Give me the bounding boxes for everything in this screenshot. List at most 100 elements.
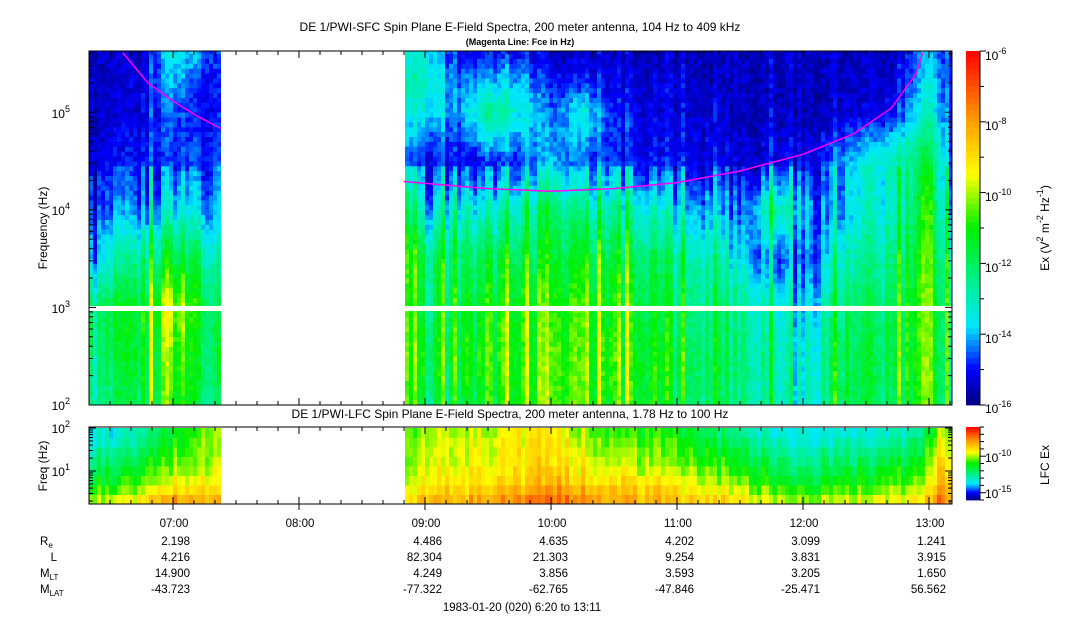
spectrogram-cell xyxy=(205,78,209,84)
spectrogram-cell xyxy=(493,356,497,362)
spectrogram-cell xyxy=(125,53,129,59)
spectrogram-cell xyxy=(149,287,153,294)
spectrogram-cell xyxy=(421,185,425,191)
spectrogram-cell xyxy=(173,151,177,157)
spectrogram-cell xyxy=(405,312,409,318)
spectrogram-cell xyxy=(125,107,129,113)
spectrogram-cell xyxy=(449,126,453,133)
spectrogram-cell xyxy=(517,248,521,255)
spectrogram-cell xyxy=(493,63,497,69)
spectrogram-cell xyxy=(445,78,449,84)
spectrogram-cell xyxy=(457,51,461,54)
spectrogram-cell xyxy=(505,351,509,357)
spectrogram-cell xyxy=(541,356,545,362)
spectrogram-cell xyxy=(217,287,221,294)
spectrogram-cell xyxy=(477,122,481,128)
spectrogram-cell xyxy=(429,58,433,64)
spectrogram-cell xyxy=(157,292,161,299)
spectrogram-cell xyxy=(461,366,465,372)
spectrogram-cell xyxy=(153,170,157,177)
spectrogram-cell xyxy=(413,122,417,128)
spectrogram-cell xyxy=(89,336,93,342)
spectrogram-cell xyxy=(425,68,429,74)
spectrogram-cell xyxy=(541,322,545,328)
spectrogram-cell xyxy=(457,219,461,225)
spectrogram-cell xyxy=(485,400,489,406)
spectrogram-cell xyxy=(469,107,473,113)
spectrogram-cell xyxy=(497,341,501,347)
spectrogram-cell xyxy=(457,63,461,69)
spectrogram-cell xyxy=(485,165,489,172)
spectrogram-cell xyxy=(473,78,477,84)
spectrogram-cell xyxy=(405,395,409,401)
spectrogram-cell xyxy=(525,375,529,381)
spectrogram-cell xyxy=(185,278,189,284)
spectrogram-cell xyxy=(213,214,217,220)
spectrogram-cell xyxy=(185,190,189,196)
spectrogram-cell xyxy=(537,87,541,94)
spectrogram-cell xyxy=(161,331,165,338)
spectrogram-cell xyxy=(421,395,425,401)
spectrogram-cell xyxy=(93,161,97,167)
spectrogram-cell xyxy=(117,370,121,377)
spectrogram-cell xyxy=(413,312,417,318)
spectrogram-cell xyxy=(153,287,157,294)
spectrogram-cell xyxy=(453,356,457,362)
spectrogram-cell xyxy=(453,73,457,79)
spectrogram-cell xyxy=(481,366,485,372)
spectrogram-cell xyxy=(205,253,209,259)
spectrogram-cell xyxy=(449,53,453,59)
spectrogram-cell xyxy=(461,273,465,279)
spectrogram-cell xyxy=(409,156,413,162)
spectrogram-cell xyxy=(113,73,117,79)
spectrogram-cell xyxy=(149,278,153,284)
spectrogram-cell xyxy=(497,312,501,318)
spectrogram-cell xyxy=(93,239,97,245)
spectrogram-cell xyxy=(529,356,533,362)
spectrogram-cell xyxy=(205,151,209,157)
spectrogram-cell xyxy=(505,92,509,98)
spectrogram-cell xyxy=(525,356,529,362)
spectrogram-cell xyxy=(525,268,529,274)
spectrogram-cell xyxy=(501,117,505,123)
spectrogram-cell xyxy=(113,224,117,230)
spectrogram-cell xyxy=(217,195,221,201)
spectrogram-cell xyxy=(105,82,109,89)
spectrogram-cell xyxy=(105,297,109,303)
spectrogram-cell xyxy=(89,73,93,79)
spectrogram-cell xyxy=(441,395,445,401)
spectrogram-cell xyxy=(449,219,453,225)
spectrogram-cell xyxy=(205,322,209,328)
spectrogram-cell xyxy=(533,351,537,357)
spectrogram-cell xyxy=(177,263,181,269)
spectrogram-cell xyxy=(165,122,169,128)
spectrogram-cell xyxy=(461,63,465,69)
spectrogram-cell xyxy=(149,58,153,64)
spectrogram-cell xyxy=(497,273,501,279)
spectrogram-cell xyxy=(185,165,189,172)
spectrogram-cell xyxy=(129,370,133,377)
spectrogram-cell xyxy=(541,195,545,201)
spectrogram-cell xyxy=(441,107,445,113)
spectrogram-cell xyxy=(433,214,437,220)
spectrogram-cell xyxy=(541,273,545,279)
spectrogram-cell xyxy=(441,73,445,79)
spectrogram-cell xyxy=(489,395,493,401)
spectrogram-cell xyxy=(201,112,205,118)
spectrogram-cell xyxy=(449,361,453,367)
spectrogram-cell xyxy=(117,68,121,74)
spectrogram-cell xyxy=(197,170,201,177)
spectrogram-cell xyxy=(421,102,425,108)
spectrogram-cell xyxy=(513,385,517,391)
spectrogram-cell xyxy=(141,395,145,401)
spectrogram-cell xyxy=(117,180,121,186)
spectrogram-cell xyxy=(437,53,441,59)
spectrogram-cell xyxy=(101,366,105,372)
spectrogram-cell xyxy=(177,141,181,147)
spectrogram-cell xyxy=(109,326,113,333)
spectrogram-cell xyxy=(409,229,413,235)
spectrogram-cell xyxy=(461,292,465,299)
spectrogram-cell xyxy=(129,214,133,220)
spectrogram-cell xyxy=(489,136,493,142)
spectrogram-cell xyxy=(437,292,441,299)
